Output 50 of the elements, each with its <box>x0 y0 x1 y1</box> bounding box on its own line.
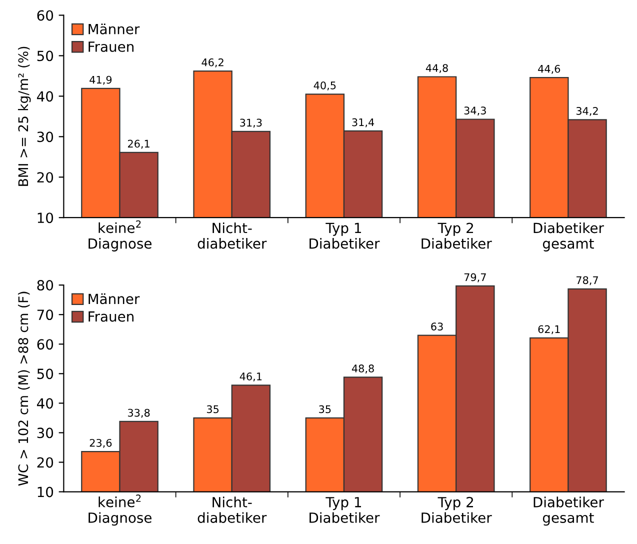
y-tick-label: 20 <box>37 172 54 183</box>
data-label: 35 <box>206 405 219 414</box>
x-tick-label: Nicht- diabetiker <box>198 496 267 523</box>
y-axis-title: BMI >= 25 kg/m² (%) <box>18 46 31 186</box>
data-label: 23,6 <box>90 438 112 448</box>
y-tick-label: 70 <box>37 310 54 320</box>
data-label: 40,5 <box>314 81 336 90</box>
data-label: 44,6 <box>538 64 560 74</box>
x-tick-label: Typ 2 Diabetiker <box>422 222 492 249</box>
y-tick-label: 50 <box>37 368 54 380</box>
x-tick-label: keine$^{2}$ Diagnose <box>88 494 152 526</box>
data-label: 34,3 <box>464 106 486 116</box>
y-tick-label: 50 <box>37 50 54 62</box>
data-label: 46,2 <box>202 58 224 68</box>
y-tick-label: 60 <box>37 339 54 350</box>
x-tick-label: keine$^{2}$ Diagnose <box>88 220 152 252</box>
legend-label: Männer <box>88 293 140 304</box>
y-tick-label: 80 <box>37 280 54 291</box>
x-tick-label: Diabetiker gesamt <box>534 496 604 526</box>
y-axis-title: WC > 102 cm (M) >88 cm (F) <box>18 292 30 486</box>
x-tick-label: Nicht- diabetiker <box>198 222 267 249</box>
data-label: 31,3 <box>240 118 262 128</box>
y-tick-label: 30 <box>37 428 54 438</box>
data-label: 26,1 <box>128 140 150 149</box>
y-tick-label: 40 <box>36 398 54 409</box>
data-label: 62,1 <box>538 325 560 334</box>
x-tick-label: Typ 1 Diabetiker <box>310 497 380 523</box>
legend-label: Männer <box>88 24 140 34</box>
data-label: 34,2 <box>576 106 598 116</box>
legend-label: Frauen <box>88 311 134 322</box>
x-tick-label: Typ 1 Diabetiker <box>310 222 380 249</box>
legend-label: Frauen <box>88 42 134 52</box>
data-label: 41,9 <box>90 76 112 85</box>
data-label: 78,7 <box>576 276 598 286</box>
data-label: 46,1 <box>240 372 262 382</box>
data-label: 31,4 <box>352 118 374 128</box>
y-tick-label: 10 <box>38 486 54 498</box>
data-label: 44,8 <box>426 64 448 74</box>
x-tick-label: Typ 2 Diabetiker <box>422 496 492 523</box>
y-tick-label: 10 <box>38 212 54 224</box>
y-tick-label: 40 <box>36 91 54 102</box>
data-label: 79,7 <box>464 273 486 282</box>
data-label: 35 <box>319 405 331 414</box>
data-label: 33,8 <box>128 408 150 418</box>
y-tick-label: 30 <box>37 132 54 142</box>
data-label: 63 <box>431 322 443 330</box>
data-label: 48,8 <box>352 364 374 374</box>
x-tick-label: Diabetiker gesamt <box>534 222 604 252</box>
y-tick-label: 20 <box>37 457 54 468</box>
y-tick-label: 60 <box>37 10 54 21</box>
